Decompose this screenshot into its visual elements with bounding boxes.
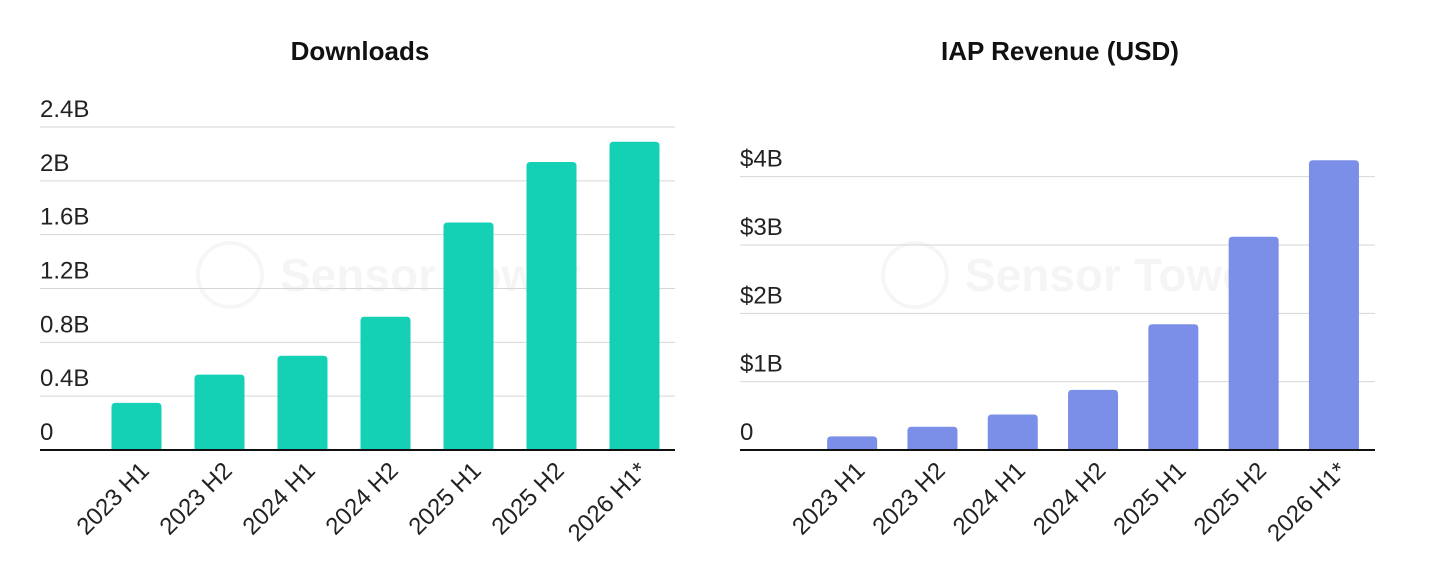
bar-2026-h1	[1308, 160, 1359, 450]
downloads-chart: Sensor Tower Downloads 0 0.4B 0.8B 1.2B 1.6B 2B…	[40, 36, 675, 547]
bar-2025-h1	[443, 222, 494, 450]
bar-2024-h2	[1068, 389, 1119, 450]
bar-2025-h1	[1148, 324, 1199, 450]
y-tick-label: 0	[740, 419, 753, 446]
watermark-logo-icon	[198, 243, 262, 307]
sensor-tower-watermark: Sensor Tower	[883, 243, 1266, 307]
bar-2025-h2	[526, 161, 577, 450]
chart-title: IAP Revenue (USD)	[941, 36, 1179, 66]
x-tick-label: 2024 H1	[948, 457, 1031, 540]
y-tick-label: 0.4B	[40, 365, 89, 392]
x-tick-label: 2025 H1	[403, 457, 486, 540]
watermark-text: Sensor Tower	[965, 249, 1266, 301]
bar-2023-h1	[827, 436, 878, 450]
sensor-tower-watermark: Sensor Tower	[198, 243, 581, 307]
x-tick-label: 2025 H1	[1108, 457, 1191, 540]
y-tick-label: $1B	[740, 351, 783, 378]
y-tick-label: 2.4B	[40, 96, 89, 123]
bar-2024-h1	[277, 355, 328, 450]
x-tick-label: 2023 H2	[154, 457, 237, 540]
bar-2023-h1	[111, 402, 162, 450]
x-tick-label: 2025 H2	[1189, 457, 1272, 540]
x-tick-label: 2026 H1*	[563, 457, 653, 547]
y-tick-label: $3B	[740, 214, 783, 241]
y-tick-label: 0	[40, 419, 53, 446]
bar-2025-h2	[1228, 236, 1279, 450]
x-tick-label: 2025 H2	[486, 457, 569, 540]
x-tick-label: 2024 H2	[320, 457, 403, 540]
x-tick-label: 2024 H1	[237, 457, 320, 540]
x-tick-label: 2024 H2	[1028, 457, 1111, 540]
x-tick-label: 2023 H1	[71, 457, 154, 540]
y-tick-label: $2B	[740, 282, 783, 309]
y-tick-label: 1.6B	[40, 204, 89, 231]
y-tick-label: $4B	[740, 146, 783, 173]
y-tick-label: 0.8B	[40, 311, 89, 338]
chart-title: Downloads	[291, 36, 430, 66]
iap-revenue-chart: Sensor Tower IAP Revenue (USD) 0 $1B $2B $3B $…	[740, 36, 1375, 547]
bar-2024-h1	[987, 414, 1038, 450]
y-tick-label: 1.2B	[40, 258, 89, 285]
bar-2023-h2	[194, 374, 245, 450]
x-tick-label: 2026 H1*	[1262, 457, 1352, 547]
bar-2023-h2	[907, 426, 958, 450]
y-tick-label: 2B	[40, 150, 69, 177]
watermark-logo-icon	[883, 243, 947, 307]
x-tick-label: 2023 H1	[787, 457, 870, 540]
x-tick-label: 2023 H2	[867, 457, 950, 540]
bar-2026-h1	[609, 141, 660, 450]
bar-2024-h2	[360, 316, 411, 450]
